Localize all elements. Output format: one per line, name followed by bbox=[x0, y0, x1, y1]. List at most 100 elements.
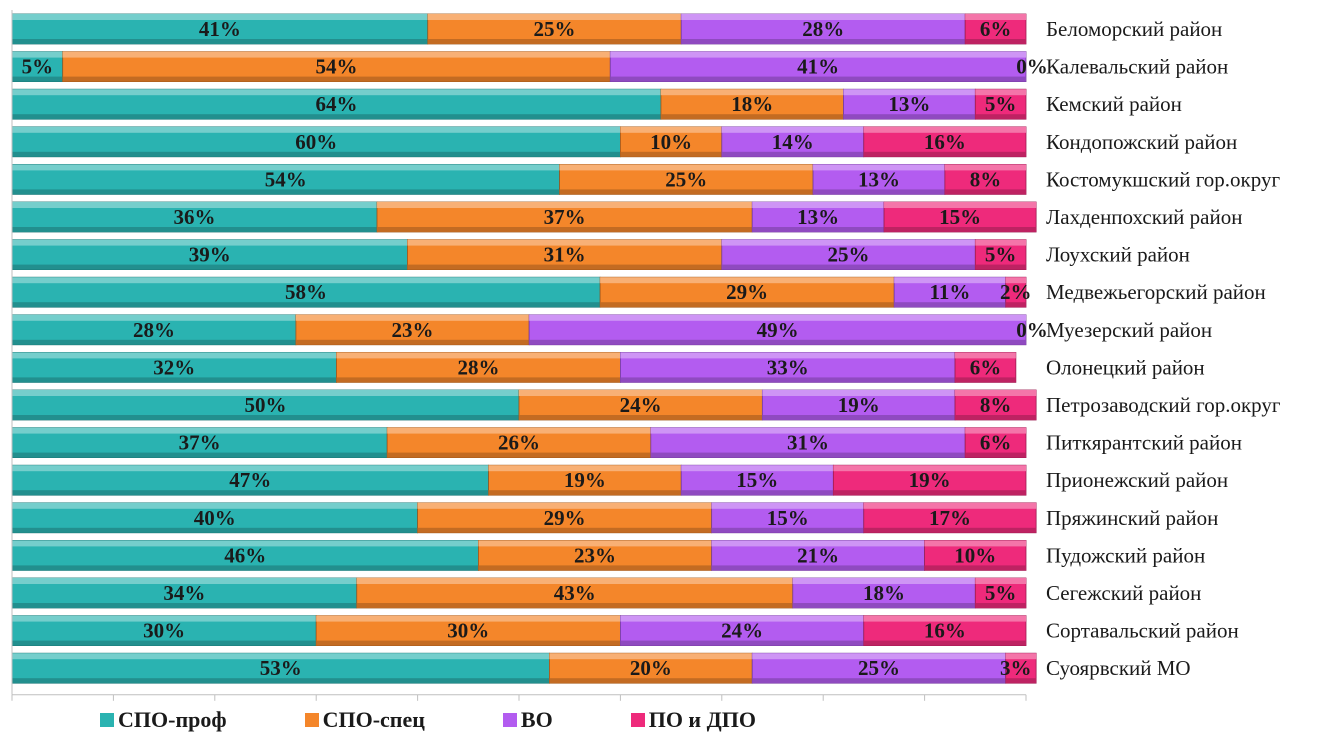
data-label: 13% bbox=[858, 167, 900, 191]
bar-segment-highlight bbox=[1005, 277, 1026, 284]
data-label: 5% bbox=[22, 55, 54, 79]
bar-segment-highlight bbox=[650, 427, 966, 434]
bar-segment-highlight bbox=[660, 89, 844, 96]
data-label: 31% bbox=[544, 243, 586, 267]
category-label: Калевальский район bbox=[1046, 55, 1228, 79]
bar-segment-shadow bbox=[12, 527, 418, 533]
bar-segment-highlight bbox=[12, 89, 661, 96]
category-label: Муезерский район bbox=[1046, 318, 1212, 342]
bar-segment-highlight bbox=[924, 540, 1026, 547]
legend: СПО-проф СПО-спец ВО ПО и ДПО bbox=[100, 706, 834, 734]
data-label: 15% bbox=[767, 506, 809, 530]
bar-segment-shadow bbox=[600, 302, 895, 308]
bar-segment-shadow bbox=[12, 76, 63, 82]
data-label: 13% bbox=[888, 92, 930, 116]
data-label: 49% bbox=[757, 318, 799, 342]
bar-segment-shadow bbox=[955, 377, 1016, 383]
data-label: 60% bbox=[295, 130, 337, 154]
bar-segment-highlight bbox=[681, 465, 834, 472]
bar-segment-highlight bbox=[12, 126, 621, 133]
bar-segment-shadow bbox=[316, 640, 621, 646]
bar-segment-highlight bbox=[12, 540, 479, 547]
bar-segment-highlight bbox=[975, 239, 1026, 246]
category-label: Питкярантский район bbox=[1046, 431, 1242, 455]
bar-segment-highlight bbox=[417, 502, 712, 509]
bar-segment-shadow bbox=[894, 302, 1006, 308]
data-label: 28% bbox=[133, 318, 175, 342]
bar-segment-shadow bbox=[965, 452, 1026, 458]
bar-segment-highlight bbox=[12, 202, 378, 208]
bar-segment-shadow bbox=[650, 452, 966, 458]
category-label: Петрозаводский гор.округ bbox=[1046, 393, 1281, 417]
data-label: 6% bbox=[970, 355, 1002, 379]
bar-segment-shadow bbox=[62, 76, 611, 82]
data-label: 0% bbox=[1016, 55, 1048, 79]
bar-segment-highlight bbox=[965, 427, 1026, 434]
bar-segment-shadow bbox=[975, 603, 1026, 608]
bar-segment-shadow bbox=[924, 565, 1026, 571]
bars-layer: 41% 25% 28% 6% 5% 54% 41% 0% 64% 18% 13% 5% 60% 10% 14… bbox=[11, 13, 1048, 684]
bar-segment-shadow bbox=[721, 264, 976, 270]
data-label: 15% bbox=[736, 468, 778, 492]
data-label: 18% bbox=[731, 92, 773, 116]
data-label: 25% bbox=[828, 243, 870, 267]
data-label: 19% bbox=[838, 393, 880, 417]
bar-segment-shadow bbox=[407, 264, 722, 270]
bar-segment-highlight bbox=[944, 164, 1026, 171]
category-label: Беломорский район bbox=[1046, 17, 1222, 41]
bar-segment-highlight bbox=[12, 615, 317, 622]
bar-segment-highlight bbox=[955, 390, 1037, 396]
bar-segment-highlight bbox=[316, 615, 621, 622]
bar-segment-highlight bbox=[863, 615, 1026, 622]
data-label: 43% bbox=[554, 581, 596, 605]
data-label: 39% bbox=[189, 243, 231, 267]
bar-segment-shadow bbox=[752, 678, 1006, 684]
data-label: 33% bbox=[767, 355, 809, 379]
data-label: 8% bbox=[970, 167, 1002, 191]
bar-segment-highlight bbox=[12, 51, 63, 58]
data-label: 47% bbox=[229, 468, 271, 492]
legend-swatch bbox=[502, 713, 517, 727]
bar-segment-highlight bbox=[792, 578, 976, 584]
data-label: 23% bbox=[392, 318, 434, 342]
bar-segment-shadow bbox=[478, 565, 712, 571]
bar-segment-shadow bbox=[863, 640, 1026, 646]
bar-segment-shadow bbox=[975, 264, 1026, 270]
bar-segment-shadow bbox=[813, 189, 945, 195]
bar-segment-highlight bbox=[884, 202, 1037, 208]
bar-segment-highlight bbox=[620, 126, 722, 133]
data-label: 36% bbox=[174, 205, 216, 229]
bar-segment-highlight bbox=[600, 277, 895, 284]
bar-segment-highlight bbox=[478, 540, 712, 547]
bar-segment-shadow bbox=[387, 452, 651, 458]
bar-segment-shadow bbox=[417, 527, 712, 533]
bar-segment-highlight bbox=[529, 314, 1026, 321]
data-label: 32% bbox=[153, 355, 195, 379]
bar-segment-shadow bbox=[12, 114, 661, 120]
bar-segment-highlight bbox=[894, 277, 1006, 284]
bar-segment-highlight bbox=[12, 578, 357, 584]
bar-segment-highlight bbox=[488, 465, 682, 472]
data-label: 37% bbox=[544, 205, 586, 229]
bar-segment-highlight bbox=[12, 14, 428, 20]
data-label: 10% bbox=[650, 130, 692, 154]
category-label: Пряжинский район bbox=[1046, 506, 1218, 530]
bar-segment-shadow bbox=[356, 603, 793, 608]
bar-segment-shadow bbox=[833, 490, 1026, 496]
bar-segment-highlight bbox=[833, 465, 1026, 472]
bar-segment-shadow bbox=[12, 640, 317, 646]
data-label: 15% bbox=[939, 205, 981, 229]
data-label: 30% bbox=[143, 619, 185, 643]
bar-segment-shadow bbox=[12, 151, 621, 157]
data-label: 28% bbox=[457, 355, 499, 379]
data-label: 50% bbox=[245, 393, 287, 417]
data-label: 34% bbox=[163, 581, 205, 605]
data-label: 19% bbox=[564, 468, 606, 492]
legend-label: ВО bbox=[520, 707, 553, 732]
bar-segment-highlight bbox=[711, 502, 864, 509]
bar-segment-highlight bbox=[975, 578, 1026, 584]
bar-segment-shadow bbox=[721, 151, 864, 157]
data-label: 2% bbox=[1000, 280, 1032, 304]
data-label: 54% bbox=[315, 55, 357, 79]
